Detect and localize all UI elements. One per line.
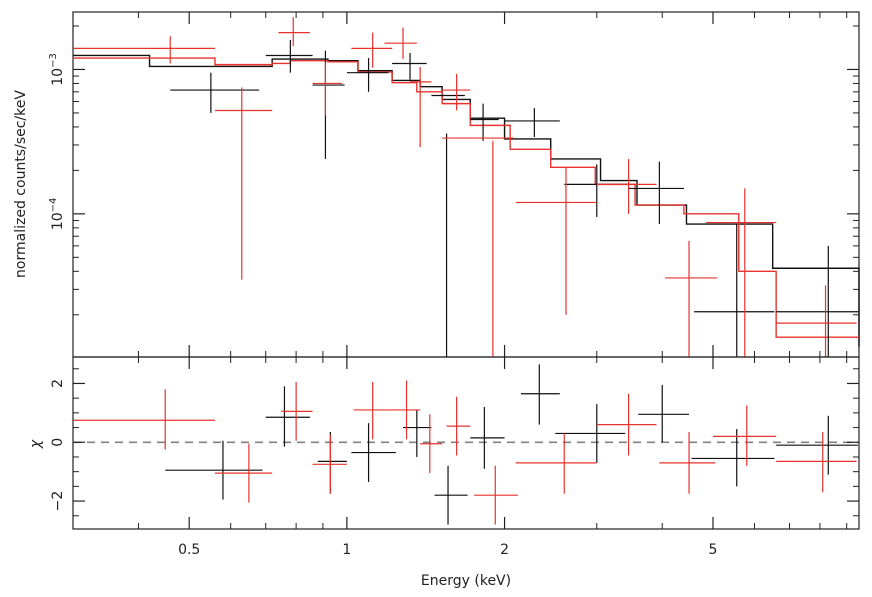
- residuals-data-points: [73, 364, 858, 525]
- spectrum-red-point: [351, 32, 393, 68]
- residuals-panel: 2 0 −2 χ: [28, 356, 860, 530]
- spectrum-x-ticks: [137, 12, 848, 357]
- residual-black-point: [776, 415, 858, 475]
- spectrum-black-point: [392, 53, 427, 80]
- residual-black-point: [317, 431, 347, 494]
- residual-black-point: [691, 429, 775, 487]
- residual-black-point: [638, 384, 690, 443]
- residual-red-point: [214, 443, 273, 503]
- x-tick-label: 5: [709, 542, 718, 558]
- spectrum-black-point: [776, 245, 859, 357]
- residual-black-point: [434, 465, 468, 525]
- residual-red-point: [392, 380, 421, 440]
- residual-red-point: [712, 405, 777, 466]
- spectrum-red-point: [442, 137, 514, 357]
- residuals-y-tick-label: 0: [50, 438, 66, 447]
- spectrum-y-tick-label: 10−3: [48, 53, 66, 86]
- residual-red-point: [446, 396, 471, 456]
- residuals-y-axis-label: χ: [28, 439, 44, 449]
- spectrum-black-point: [628, 161, 684, 225]
- residuals-y-tick-label: −2: [50, 491, 66, 512]
- residual-red-point: [281, 381, 313, 441]
- x-axis-tick-labels: 0.5 1 2 5: [178, 542, 717, 558]
- x-tick-label: 1: [342, 542, 351, 558]
- residuals-y-ticks: 2 0 −2: [50, 368, 859, 517]
- residual-red-point: [420, 414, 443, 474]
- spectrum-red-point: [214, 87, 273, 280]
- spectrum-red-point: [515, 167, 597, 315]
- x-tick-label: 2: [500, 542, 509, 558]
- residual-red-point: [474, 465, 518, 525]
- residual-red-point: [353, 381, 393, 440]
- spectrum-black-point: [170, 72, 260, 113]
- residual-red-point: [776, 431, 857, 493]
- spectrum-y-tick-label: 10−4: [48, 198, 66, 231]
- residual-black-point: [165, 440, 263, 500]
- residual-red-point: [659, 431, 716, 494]
- spectrum-red-point: [312, 62, 343, 116]
- spectrum-y-axis-label: normalized counts/sec/keV: [13, 90, 29, 278]
- spectrum-black-point: [265, 39, 313, 73]
- residuals-x-ticks: [137, 357, 848, 529]
- spectrum-black-point: [564, 164, 629, 218]
- residual-black-point: [403, 409, 432, 457]
- spectrum-panel-frame: [72, 11, 860, 358]
- spectrum-panel: 10−3 10−4 normalized counts/sec/keV: [13, 11, 860, 358]
- residual-black-point: [470, 406, 505, 469]
- residuals-y-tick-label: 2: [50, 379, 66, 388]
- spectrum-red-point: [73, 36, 215, 64]
- residual-black-point: [521, 364, 560, 425]
- residual-black-point: [351, 423, 396, 482]
- residual-red-point: [596, 393, 657, 456]
- spectrum-red-point: [706, 188, 777, 357]
- spectrum-black-point: [346, 58, 389, 92]
- spectrum-red-point: [384, 27, 417, 60]
- spectrum-black-point: [470, 103, 499, 141]
- spectrum-black-point: [312, 50, 345, 159]
- spectrum-red-point: [410, 66, 432, 148]
- spectrum-y-ticks: 10−3 10−4: [48, 25, 859, 316]
- x-tick-label: 0.5: [178, 542, 200, 558]
- spectrum-red-point: [278, 17, 310, 47]
- spectrum-black-point: [431, 94, 465, 357]
- residual-black-point: [555, 404, 626, 463]
- x-axis-label: Energy (keV): [421, 573, 511, 589]
- spectrum-models: [73, 54, 860, 347]
- black-model-step: [73, 54, 860, 347]
- residual-black-point: [265, 386, 310, 447]
- spectrum-red-point: [442, 74, 471, 111]
- residual-red-point: [312, 434, 347, 494]
- spectrum-red-point: [665, 240, 718, 357]
- spectrum-black-point: [504, 108, 560, 138]
- residual-red-point: [515, 433, 597, 494]
- spectrum-red-point: [596, 158, 657, 214]
- residual-red-point: [73, 389, 215, 450]
- spectrum-data-points: [73, 17, 859, 357]
- spectrum-red-point: [776, 285, 857, 357]
- spectrum-black-point: [694, 224, 775, 357]
